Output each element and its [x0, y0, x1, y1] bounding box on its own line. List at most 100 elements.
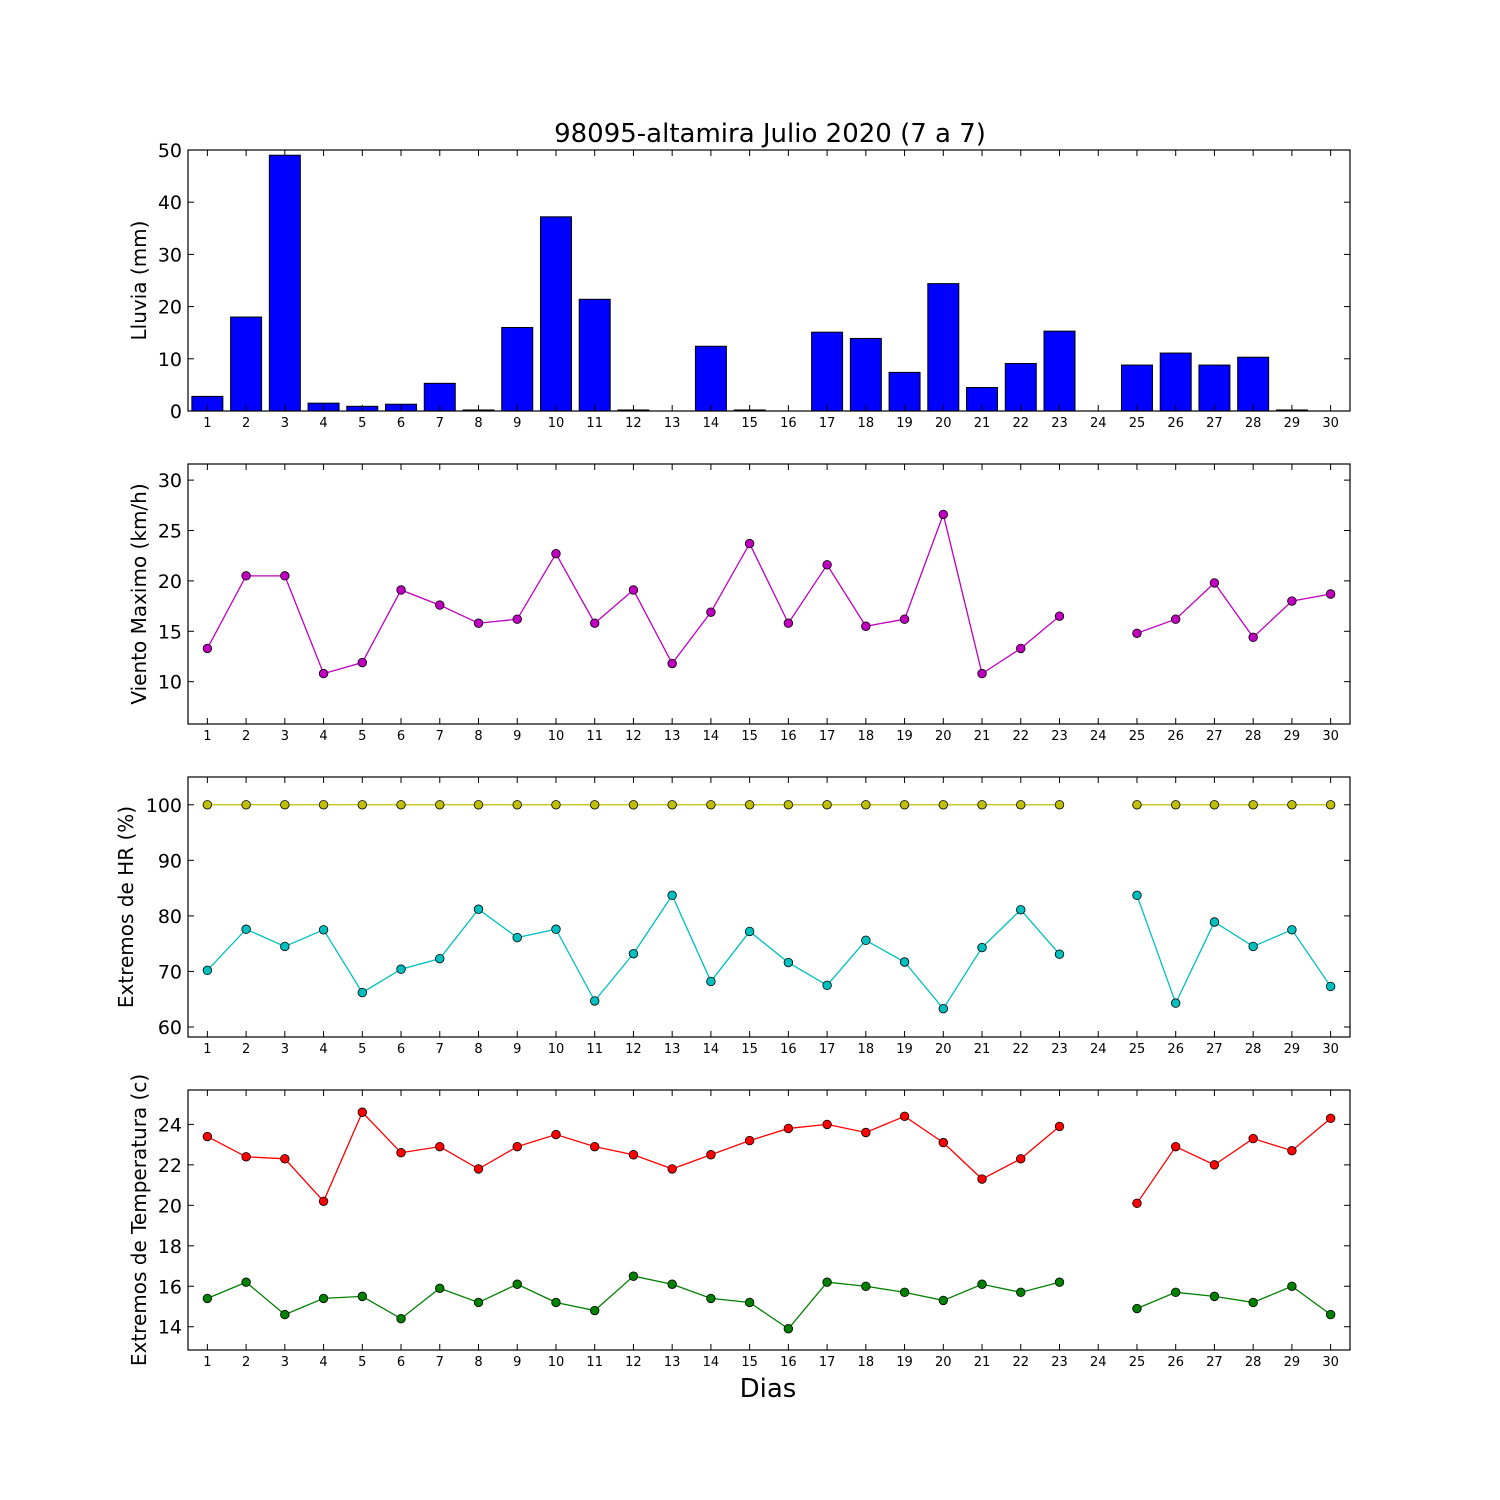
x-tick-label: 1: [203, 416, 211, 431]
bar-day-9: [501, 326, 534, 412]
point-series-2-day-2: [241, 1277, 251, 1287]
x-tick-label: 30: [1322, 416, 1339, 431]
point-series-2-day-20: [938, 1295, 949, 1306]
point-series-2-day-15: [744, 1297, 755, 1308]
point-series-2-day-23: [1054, 1277, 1065, 1287]
x-tick-label: 18: [858, 729, 875, 744]
x-tick-label: 10: [548, 1042, 565, 1057]
point-series-1-day-23: [1054, 611, 1065, 621]
x-tick-label: 17: [819, 416, 836, 431]
bar-day-18: [849, 337, 882, 412]
point-series-1-day-9: [512, 1141, 522, 1152]
point-series-1-day-14: [706, 1150, 716, 1160]
point-series-1-day-3: [280, 1154, 290, 1164]
point-series-1-day-13: [667, 1164, 677, 1174]
x-tick-label: 21: [974, 1042, 991, 1057]
y-tick-label: 16: [158, 1276, 182, 1298]
x-tick-label: 12: [625, 416, 642, 431]
series-line-1: [1136, 581, 1331, 639]
point-series-1-day-12: [628, 585, 639, 595]
x-tick-label: 16: [780, 1355, 797, 1370]
point-series-2-day-30: [1325, 1309, 1336, 1320]
x-tick-label: 4: [319, 1355, 327, 1370]
x-tick-label: 28: [1245, 416, 1262, 431]
point-series-2-day-14: [706, 976, 716, 987]
point-series-1-day-30: [1325, 1113, 1336, 1124]
x-tick-label: 22: [1012, 1355, 1029, 1370]
point-series-2-day-1: [202, 965, 213, 976]
y-tick-label: 20: [158, 297, 182, 319]
x-tick-label: 13: [664, 1042, 681, 1057]
point-series-1-day-21: [977, 800, 987, 810]
x-tick-label: 14: [703, 729, 720, 744]
point-series-1-day-17: [822, 1119, 832, 1130]
point-series-1-day-8: [473, 618, 484, 628]
x-tick-label: 6: [397, 1355, 405, 1370]
x-tick-label: 24: [1090, 416, 1107, 431]
point-series-2-day-26: [1170, 1287, 1181, 1298]
point-series-2-day-18: [861, 1281, 871, 1291]
y-axis-label: Viento Maximo (km/h): [127, 483, 151, 704]
point-series-1-day-6: [396, 800, 406, 810]
point-series-2-day-5: [357, 987, 368, 998]
x-tick-label: 9: [513, 1042, 521, 1057]
point-series-1-day-18: [861, 800, 871, 810]
x-tick-label: 10: [548, 729, 565, 744]
x-tick-label: 10: [548, 416, 565, 431]
point-series-1-day-29: [1287, 596, 1297, 606]
point-series-2-day-9: [512, 932, 522, 943]
y-tick-label: 25: [158, 521, 182, 543]
x-tick-label: 5: [358, 729, 366, 744]
x-tick-label: 26: [1167, 1355, 1184, 1370]
point-series-1-day-7: [435, 800, 445, 810]
x-tick-label: 13: [664, 416, 681, 431]
point-series-1-day-17: [822, 560, 832, 570]
point-series-1-day-7: [435, 600, 445, 610]
y-tick-label: 100: [146, 795, 182, 817]
point-series-1-day-2: [241, 1152, 251, 1162]
bar-day-27: [1198, 364, 1231, 412]
point-series-1-day-22: [1016, 800, 1026, 810]
point-series-1-day-10: [551, 1129, 561, 1140]
point-series-1-day-30: [1325, 800, 1336, 810]
x-tick-label: 24: [1090, 729, 1107, 744]
point-series-1-day-13: [667, 800, 677, 810]
point-series-1-day-9: [512, 800, 522, 810]
point-series-2-day-3: [280, 941, 290, 952]
y-tick-label: 10: [158, 349, 182, 371]
point-series-2-day-21: [977, 942, 987, 953]
x-tick-label: 24: [1090, 1042, 1107, 1057]
x-tick-label: 20: [935, 1042, 952, 1057]
x-tick-label: 20: [935, 1355, 952, 1370]
x-tick-label: 8: [474, 1042, 482, 1057]
point-series-1-day-15: [744, 538, 755, 549]
y-axis-label: Extremos de HR (%): [114, 806, 138, 1008]
point-series-2-day-6: [396, 1313, 406, 1324]
x-tick-label: 27: [1206, 729, 1223, 744]
x-tick-label: 3: [281, 1355, 289, 1370]
x-tick-label: 12: [625, 1042, 642, 1057]
point-series-2-day-11: [590, 996, 600, 1006]
x-tick-label: 8: [474, 1355, 482, 1370]
bar-day-26: [1159, 352, 1192, 412]
x-tick-label: 25: [1129, 729, 1146, 744]
point-series-2-day-2: [241, 924, 251, 934]
y-tick-label: 40: [158, 192, 182, 214]
x-tick-label: 4: [319, 416, 327, 431]
point-series-1-day-22: [1016, 643, 1026, 654]
x-tick-label: 4: [319, 729, 327, 744]
x-tick-label: 16: [780, 729, 797, 744]
point-series-1-day-8: [473, 1164, 484, 1174]
point-series-1-day-26: [1170, 614, 1181, 624]
y-tick-label: 30: [158, 470, 182, 492]
x-tick-label: 5: [358, 416, 366, 431]
x-tick-label: 15: [741, 416, 758, 431]
x-tick-label: 27: [1206, 1355, 1223, 1370]
y-tick-label: 70: [158, 961, 182, 983]
point-series-1-day-19: [899, 1111, 910, 1122]
series-line-2: [1136, 1285, 1332, 1316]
point-series-1-day-18: [861, 621, 871, 631]
point-series-1-day-23: [1054, 800, 1065, 810]
point-series-2-day-22: [1016, 1287, 1026, 1298]
point-series-2-day-29: [1287, 1281, 1297, 1291]
